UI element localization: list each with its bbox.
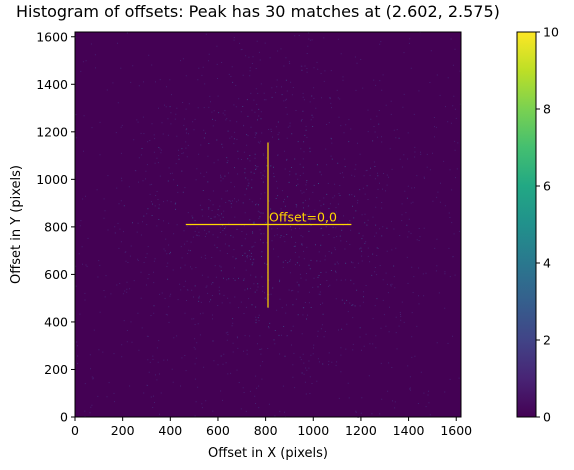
x-tick-label: 1600 [440,423,472,438]
marker-label: Offset=0,0 [269,210,337,225]
plot-frame [74,31,462,418]
x-tick-label: 400 [158,423,182,438]
y-tick-label: 200 [44,362,68,377]
x-tick-label: 600 [206,423,230,438]
colorbar-ticks: 0 2 4 6 8 10 [536,25,559,425]
y-tick-label: 0 [60,410,68,425]
y-tick-label: 1000 [36,172,68,187]
x-axis: 0 200 400 600 800 1000 1200 1400 1600 [71,417,472,438]
y-tick-label: 1600 [36,29,68,44]
colorbar-tick-label: 8 [543,102,551,117]
x-tick-label: 200 [111,423,135,438]
colorbar-tick-label: 2 [543,333,551,348]
chart-title: Histogram of offsets: Peak has 30 matche… [16,2,500,21]
colorbar-tick-label: 6 [543,179,551,194]
y-tick-label: 1400 [36,77,68,92]
heatmap-speckle [283,218,285,220]
x-tick-label: 1000 [297,423,329,438]
x-tick-label: 1400 [393,423,425,438]
y-tick-label: 800 [44,219,68,234]
colorbar: 0 2 4 6 8 10 [516,25,559,425]
y-tick-label: 600 [44,267,68,282]
x-axis-label: Offset in X (pixels) [208,446,328,461]
colorbar-tick-label: 10 [543,25,559,40]
heatmap-cells [75,32,461,418]
x-tick-label: 800 [254,423,278,438]
offset-marker: Offset=0,0 [185,142,352,308]
colorbar-gradient [516,31,537,418]
colorbar-tick-label: 4 [543,256,551,271]
x-tick-label: 0 [71,423,79,438]
x-tick-label: 1200 [345,423,377,438]
colorbar-tick-label: 0 [543,410,551,425]
y-tick-label: 400 [44,314,68,329]
y-tick-label: 1200 [36,124,68,139]
y-axis: 0 200 400 600 800 1000 1200 1400 1600 [36,29,75,425]
y-axis-label: Offset in Y (pixels) [9,165,24,284]
